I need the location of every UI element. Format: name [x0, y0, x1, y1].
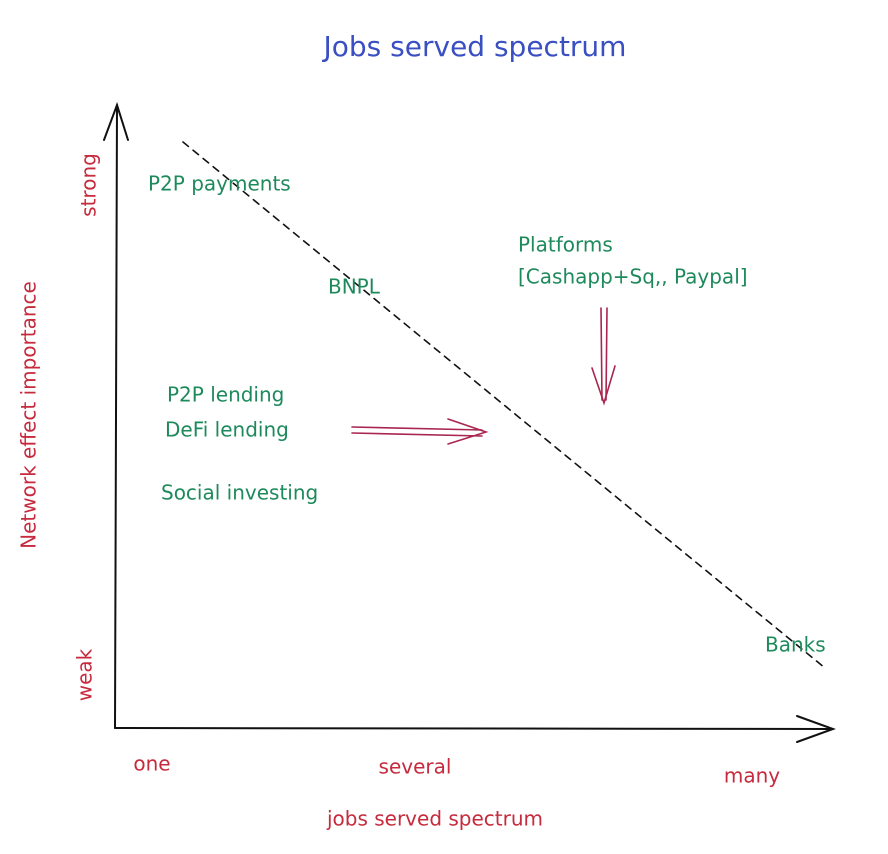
- arrow-shaft: [600, 307, 608, 401]
- item-label: BNPL: [328, 275, 381, 299]
- item-label: Social investing: [161, 481, 318, 505]
- y-axis-arrow: [103, 101, 129, 141]
- item-label: [Cashapp+Sq,, Paypal]: [518, 265, 748, 289]
- arrow-shaft: [351, 426, 483, 437]
- y-axis-label: Network effect importance: [17, 281, 41, 549]
- x-tick-label: several: [379, 755, 452, 779]
- x-tick-label: many: [724, 764, 780, 788]
- y-high-label: strong: [77, 153, 101, 217]
- item-label: P2P payments: [148, 172, 291, 196]
- x-axis: [114, 727, 834, 730]
- y-axis: [114, 104, 118, 729]
- y-low-label: weak: [73, 648, 97, 701]
- item-label: Platforms: [518, 233, 613, 257]
- arrow-head: [591, 365, 616, 406]
- arrow-head: [447, 418, 489, 445]
- item-label: Banks: [765, 633, 826, 657]
- x-axis-label: jobs served spectrum: [326, 807, 543, 831]
- title: Jobs served spectrum: [322, 30, 627, 63]
- x-axis-arrow: [796, 715, 836, 743]
- trend-line: [182, 141, 826, 669]
- item-label: DeFi lending: [165, 418, 289, 442]
- item-label: P2P lending: [167, 383, 284, 407]
- x-tick-label: one: [133, 752, 170, 776]
